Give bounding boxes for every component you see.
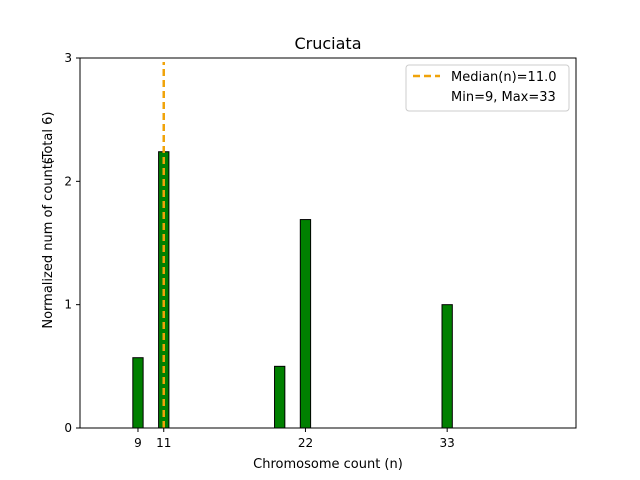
legend-box <box>405 64 570 112</box>
y-tick-label: 2 <box>64 174 72 188</box>
legend: Median(n)=11.0 Min=9, Max=33 <box>405 64 570 112</box>
y-tick-label: 0 <box>64 421 72 435</box>
plot-frame <box>79 57 577 429</box>
x-tick-label: 9 <box>134 436 142 450</box>
x-tick-label: 33 <box>440 436 455 450</box>
bar-33 <box>441 304 453 429</box>
x-axis-label: Chromosome count (n) <box>253 457 403 472</box>
chart-title: Cruciata <box>294 34 361 53</box>
bar-22 <box>299 219 312 429</box>
y-axis-total-note: (Total 6) <box>41 112 56 165</box>
legend-entry-median: Median(n)=11.0 <box>451 70 557 85</box>
bar-9 <box>132 357 144 429</box>
y-tick-label: 1 <box>64 298 72 312</box>
x-tick-label: 22 <box>298 436 313 450</box>
bar-20 <box>274 365 286 429</box>
x-tick-label: 11 <box>156 436 171 450</box>
y-axis-label: Normalized num of counts <box>41 157 56 328</box>
y-tick-label: 3 <box>64 51 72 65</box>
legend-entry-minmax: Min=9, Max=33 <box>451 90 556 105</box>
